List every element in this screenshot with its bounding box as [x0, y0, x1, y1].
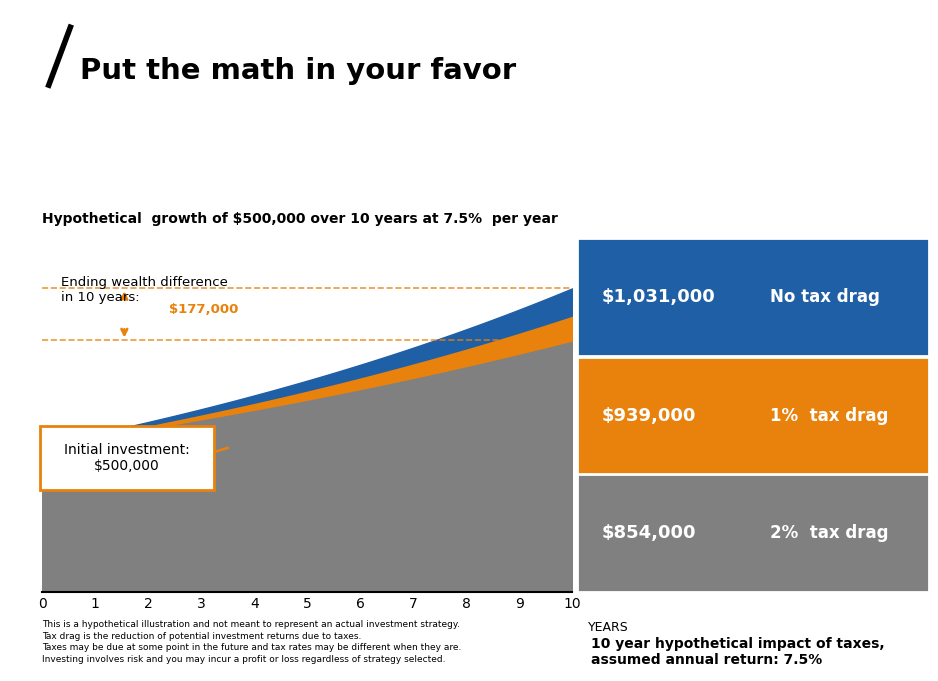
Text: Initial investment:
$500,000: Initial investment: $500,000 [64, 443, 190, 473]
Text: 1%  tax drag: 1% tax drag [770, 407, 888, 424]
Text: $939,000: $939,000 [601, 407, 696, 424]
Text: 2%  tax drag: 2% tax drag [770, 524, 889, 542]
Bar [577, 238, 929, 356]
Text: YEARS: YEARS [588, 620, 628, 633]
Text: $177,000: $177,000 [169, 302, 238, 316]
Text: This is a hypothetical illustration and not meant to represent an actual investm: This is a hypothetical illustration and … [42, 620, 461, 664]
Text: $854,000: $854,000 [601, 524, 696, 542]
Text: $1,031,000: $1,031,000 [601, 288, 716, 306]
Text: No tax drag: No tax drag [770, 288, 880, 306]
Text: Ending wealth difference
in 10 years:: Ending wealth difference in 10 years: [61, 276, 228, 304]
Text: Hypothetical  growth of $500,000 over 10 years at 7.5%  per year: Hypothetical growth of $500,000 over 10 … [42, 212, 558, 226]
Bar [577, 357, 929, 475]
Bar [577, 474, 929, 592]
Text: Put the math in your favor: Put the math in your favor [80, 57, 516, 85]
Text: 10 year hypothetical impact of taxes,
assumed annual return: 7.5%: 10 year hypothetical impact of taxes, as… [591, 637, 885, 667]
